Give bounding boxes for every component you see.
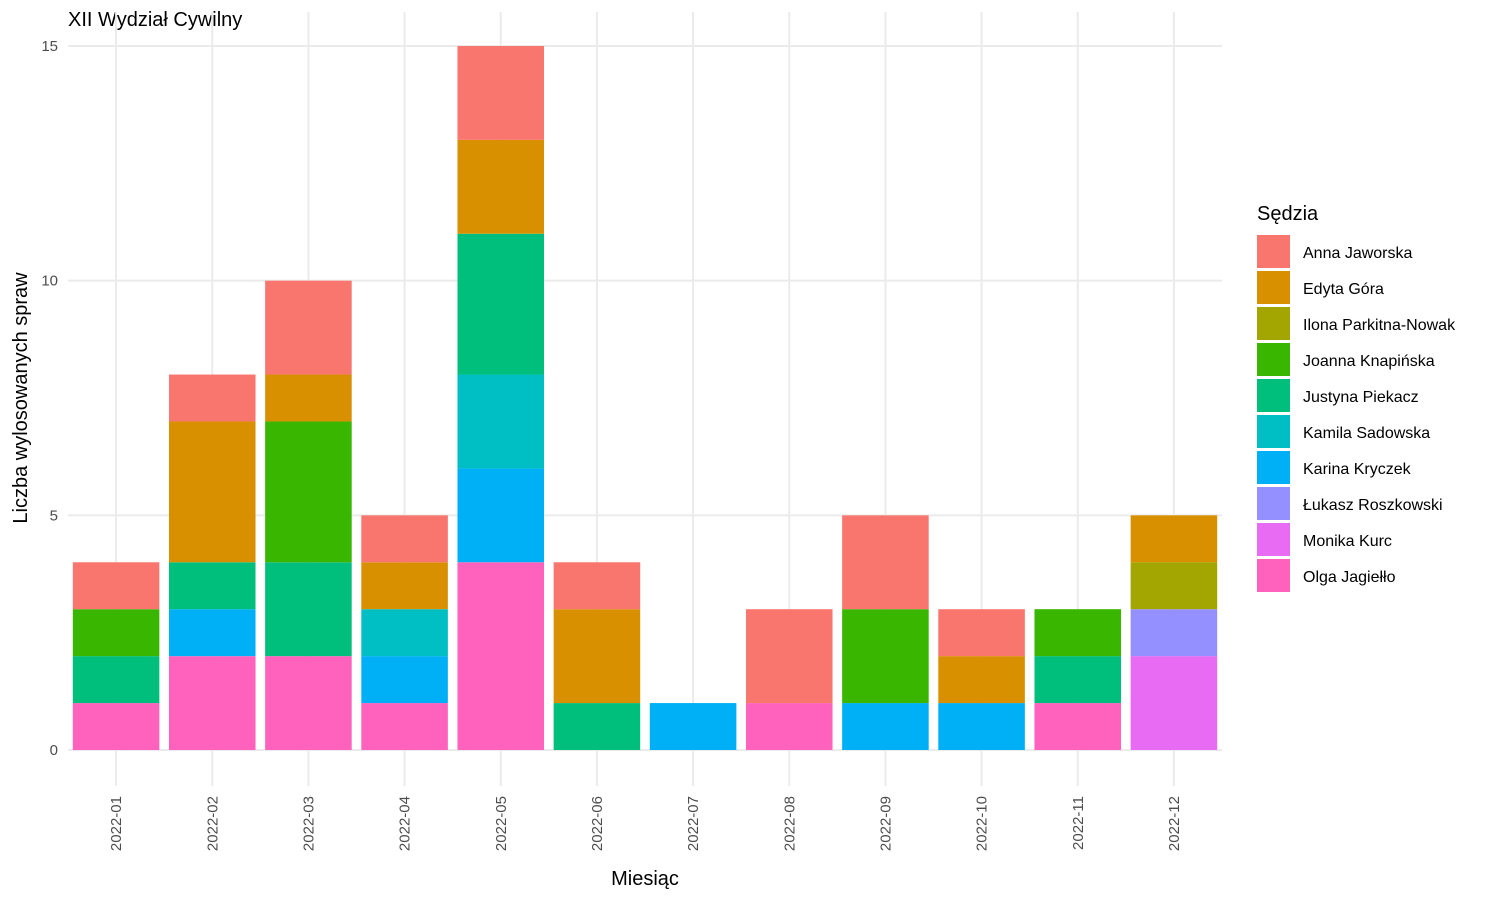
bar-segment xyxy=(361,515,448,563)
bar-segment xyxy=(842,703,929,750)
bar-segment xyxy=(361,656,448,704)
legend-label: Edyta Góra xyxy=(1303,281,1384,298)
bar-segment xyxy=(168,609,256,657)
legend-swatch xyxy=(1257,271,1290,304)
x-tick-label: 2022-10 xyxy=(974,796,991,851)
bar-segment xyxy=(265,562,352,657)
bar-segment xyxy=(1034,656,1122,704)
bar-segment xyxy=(842,609,929,704)
legend-label: Justyna Piekacz xyxy=(1303,389,1419,406)
bar-segment xyxy=(265,280,352,375)
x-tick-label: 2022-02 xyxy=(204,796,221,851)
bar-segment xyxy=(72,562,160,610)
bar-segment xyxy=(1130,609,1218,657)
legend-swatch xyxy=(1257,415,1290,448)
bar-segment xyxy=(649,703,737,750)
bar-segment xyxy=(1034,609,1122,657)
bars xyxy=(72,46,1218,750)
bar-segment xyxy=(361,609,448,657)
bar-segment xyxy=(457,374,545,469)
y-tick-label: 10 xyxy=(41,273,58,290)
legend-label: Łukasz Roszkowski xyxy=(1303,497,1443,514)
bar-segment xyxy=(938,609,1025,657)
bar-segment xyxy=(457,139,545,234)
bar-segment xyxy=(553,562,641,610)
bar-segment xyxy=(745,703,833,750)
bar-segment xyxy=(361,562,448,610)
bar-segment xyxy=(168,562,256,610)
bar-segment xyxy=(168,374,256,422)
bar-segment xyxy=(72,703,160,750)
bar-segment xyxy=(265,656,352,750)
x-tick-label: 2022-08 xyxy=(781,796,798,851)
bar-segment xyxy=(553,703,641,750)
legend-swatch xyxy=(1257,451,1290,484)
bar-segment xyxy=(457,233,545,375)
x-axis-title: Miesiąc xyxy=(611,868,679,890)
bar-segment xyxy=(938,703,1025,750)
bar-segment xyxy=(1130,562,1218,610)
legend-swatch xyxy=(1257,343,1290,376)
bar-segment xyxy=(168,656,256,750)
bar-segment xyxy=(168,421,256,563)
legend-swatch xyxy=(1257,487,1290,520)
bar-segment xyxy=(553,609,641,704)
legend-title: Sędzia xyxy=(1257,203,1319,225)
x-tick-label: 2022-09 xyxy=(877,796,894,851)
x-tick-label: 2022-01 xyxy=(108,796,125,851)
x-tick-label: 2022-04 xyxy=(397,796,414,851)
legend-label: Anna Jaworska xyxy=(1303,245,1412,262)
bar-segment xyxy=(457,468,545,563)
legend-swatch xyxy=(1257,235,1290,268)
bar-segment xyxy=(72,609,160,657)
bar-segment xyxy=(457,562,545,750)
legend-swatch xyxy=(1257,559,1290,592)
legend-swatch xyxy=(1257,307,1290,340)
bar-segment xyxy=(361,703,448,750)
bar-segment xyxy=(1034,703,1122,750)
bar-segment xyxy=(1130,515,1218,563)
x-tick-label: 2022-03 xyxy=(300,796,317,851)
legend-label: Kamila Sadowska xyxy=(1303,425,1430,442)
y-axis-title: Liczba wylosowanych spraw xyxy=(10,272,32,524)
y-tick-label: 15 xyxy=(41,38,58,55)
y-tick-label: 0 xyxy=(50,742,58,759)
legend-swatch xyxy=(1257,523,1290,556)
x-tick-label: 2022-06 xyxy=(589,796,606,851)
y-axis-ticks: 0 5 10 15 xyxy=(41,38,58,759)
bar-segment xyxy=(72,656,160,704)
legend: Sędzia Anna Jaworska Edyta Góra Ilona Park… xyxy=(1257,203,1456,592)
legend-label: Joanna Knapińska xyxy=(1303,353,1435,370)
legend-label: Olga Jagiełło xyxy=(1303,569,1396,586)
bar-segment xyxy=(842,515,929,610)
bar-segment xyxy=(1130,656,1218,750)
y-tick-label: 5 xyxy=(50,507,58,524)
legend-label: Karina Kryczek xyxy=(1303,461,1412,478)
bar-segment xyxy=(745,609,833,704)
x-tick-label: 2022-07 xyxy=(685,796,702,851)
legend-label: Ilona Parkitna-Nowak xyxy=(1303,317,1456,334)
x-tick-label: 2022-11 xyxy=(1070,796,1087,850)
x-tick-label: 2022-05 xyxy=(493,796,510,851)
x-tick-label: 2022-12 xyxy=(1166,796,1183,851)
bar-segment xyxy=(457,46,545,140)
chart-title: XII Wydział Cywilny xyxy=(68,9,242,31)
bar-segment xyxy=(265,374,352,422)
x-axis-ticks: 2022-01 2022-02 2022-03 2022-04 2022-05 2022-… xyxy=(108,796,1183,851)
bar-segment xyxy=(938,656,1025,704)
legend-label: Monika Kurc xyxy=(1303,533,1392,550)
bar-segment xyxy=(265,421,352,563)
legend-swatch xyxy=(1257,379,1290,412)
